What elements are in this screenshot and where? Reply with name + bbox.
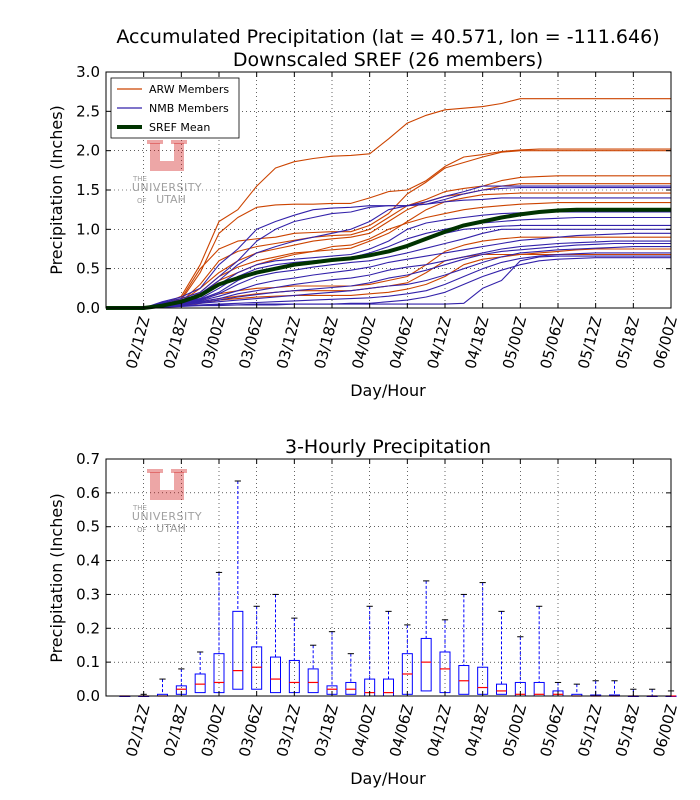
nmb-member-line: [106, 257, 671, 309]
iqr-box: [420, 637, 432, 692]
nmb-member-line: [106, 246, 671, 309]
watermark-of: OF: [137, 526, 147, 534]
iqr-box: [496, 683, 507, 695]
watermark-utah: UTAH: [156, 193, 186, 206]
watermark-university: UNIVERSITY: [132, 510, 202, 523]
bottom-boxes-layer: [119, 480, 677, 697]
top-series-layer: [106, 98, 671, 310]
top-y-ticks: 0.0 0.5 1.0 1.5 2.0 2.5 3.0: [76, 63, 671, 317]
arw-member-line: [106, 98, 671, 309]
top-ytick-label: 0.5: [76, 260, 100, 278]
top-ytick-label: 1.5: [76, 181, 100, 199]
bottom-ytick-label: 0.2: [76, 619, 100, 637]
nmb-member-line: [106, 185, 671, 309]
watermark-of: OF: [137, 197, 147, 205]
bottom-y-axis-label: Precipitation (Inches): [47, 493, 66, 663]
sref-mean-line: [106, 207, 671, 310]
utah-u-serif: [171, 469, 187, 473]
bottom-ytick-label: 0.5: [76, 518, 100, 536]
nmb-member-line: [106, 216, 671, 309]
utah-u-serif: [171, 140, 187, 144]
top-ytick-label: 1.0: [76, 220, 100, 238]
bottom-ytick-label: 0.0: [76, 687, 100, 705]
iqr-box: [307, 668, 319, 694]
watermark-the: THE: [132, 175, 147, 183]
legend: ARW Members NMB Members SREF Mean: [110, 77, 240, 139]
bottom-x-axis-label: Day/Hour: [350, 769, 426, 788]
legend-label: SREF Mean: [149, 121, 210, 134]
top-chart-title: Accumulated Precipitation (lat = 40.571,…: [116, 26, 659, 48]
box-whisker: [270, 593, 281, 697]
watermark-utah: UTAH: [156, 522, 186, 535]
iqr-box: [232, 610, 244, 690]
legend-label: ARW Members: [149, 83, 229, 96]
top-y-axis-label: Precipitation (Inches): [47, 105, 66, 275]
arw-member-line: [106, 150, 671, 309]
utah-u-logo-icon: [150, 143, 184, 171]
top-ytick-label: 2.0: [76, 142, 100, 160]
nmb-member-line: [106, 228, 671, 309]
bottom-ytick-label: 0.7: [76, 450, 100, 468]
iqr-box: [345, 681, 357, 695]
bottom-chart-title: 3-Hourly Precipitation: [285, 436, 491, 458]
watermark-the: THE: [132, 504, 147, 512]
top-ytick-label: 0.0: [76, 299, 100, 317]
top-x-axis-label: Day/Hour: [350, 381, 426, 400]
utah-u-logo-icon: [150, 472, 184, 500]
iqr-box: [270, 656, 281, 694]
iqr-box: [194, 673, 206, 694]
utah-u-serif: [147, 469, 163, 473]
watermark-university: UNIVERSITY: [132, 181, 202, 194]
box-whisker: [496, 610, 507, 697]
bottom-ytick-label: 0.4: [76, 552, 100, 570]
iqr-box: [251, 646, 263, 690]
iqr-box: [458, 665, 470, 695]
nmb-member-line: [106, 240, 671, 309]
top-ytick-label: 3.0: [76, 63, 100, 81]
nmb-member-line: [106, 232, 671, 309]
bottom-ytick-label: 0.3: [76, 585, 100, 603]
bottom-y-ticks: 0.0 0.1 0.2 0.3 0.4 0.5 0.6 0.7: [76, 450, 671, 705]
nmb-member-line: [106, 242, 671, 309]
bottom-plot-frame: [105, 458, 672, 697]
bottom-ytick-label: 0.1: [76, 653, 100, 671]
legend-label: NMB Members: [149, 102, 229, 115]
bottom-ytick-label: 0.6: [76, 484, 100, 502]
top-chart-subtitle: Downscaled SREF (26 members): [233, 49, 543, 71]
top-ytick-label: 2.5: [76, 102, 100, 120]
arw-member-line: [106, 148, 671, 309]
arw-member-line: [106, 175, 671, 309]
nmb-member-line: [106, 252, 671, 309]
utah-u-serif: [147, 140, 163, 144]
